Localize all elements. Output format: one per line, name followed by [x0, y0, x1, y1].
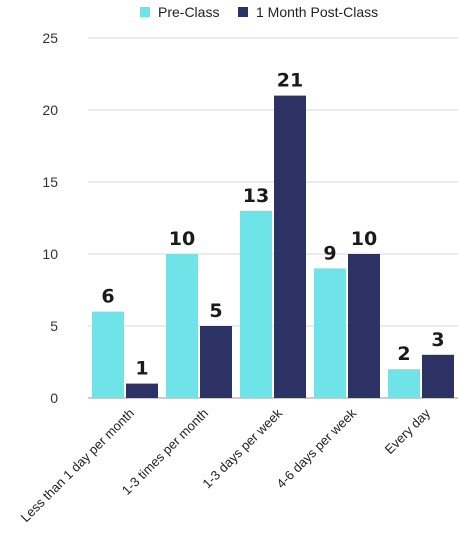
legend-swatch-post-class: [238, 7, 248, 17]
x-tick-label: Less than 1 day per month: [18, 406, 137, 525]
legend-swatch-pre-class: [140, 7, 150, 17]
data-label: 3: [431, 329, 444, 351]
y-tick-label: 15: [42, 174, 58, 190]
data-label: 9: [323, 242, 336, 264]
data-label: 1: [135, 358, 148, 380]
legend-label-pre-class: Pre-Class: [158, 4, 220, 20]
bar-post-class: [126, 383, 158, 398]
y-tick-label: 25: [42, 30, 58, 46]
bar-pre-class: [166, 254, 198, 398]
legend-label-post-class: 1 Month Post-Class: [256, 4, 379, 20]
bar-pre-class: [388, 369, 420, 398]
bar-pre-class: [240, 210, 272, 398]
y-tick-label: 20: [42, 102, 58, 118]
x-tick-label: Every day: [382, 405, 434, 457]
y-tick-label: 5: [50, 318, 58, 334]
legend: Pre-Class 1 Month Post-Class: [0, 4, 460, 26]
data-label: 2: [397, 343, 410, 365]
data-label: 10: [351, 228, 377, 250]
bar-pre-class: [314, 268, 346, 398]
x-tick-label: 4-6 days per week: [273, 405, 359, 491]
bar-post-class: [274, 95, 306, 398]
data-label: 10: [169, 228, 195, 250]
legend-item-pre-class: Pre-Class: [140, 4, 219, 20]
data-label: 13: [243, 185, 269, 207]
bar-post-class: [422, 354, 454, 398]
bar-post-class: [348, 254, 380, 398]
bar-pre-class: [92, 311, 124, 398]
bar-post-class: [200, 326, 232, 398]
x-tick-label: 1-3 days per week: [199, 405, 285, 491]
legend-item-post-class: 1 Month Post-Class: [238, 4, 378, 20]
data-label: 5: [209, 300, 222, 322]
data-label: 6: [101, 286, 114, 308]
y-tick-label: 10: [42, 246, 58, 262]
data-label: 21: [277, 70, 303, 92]
y-tick-label: 0: [50, 390, 58, 406]
